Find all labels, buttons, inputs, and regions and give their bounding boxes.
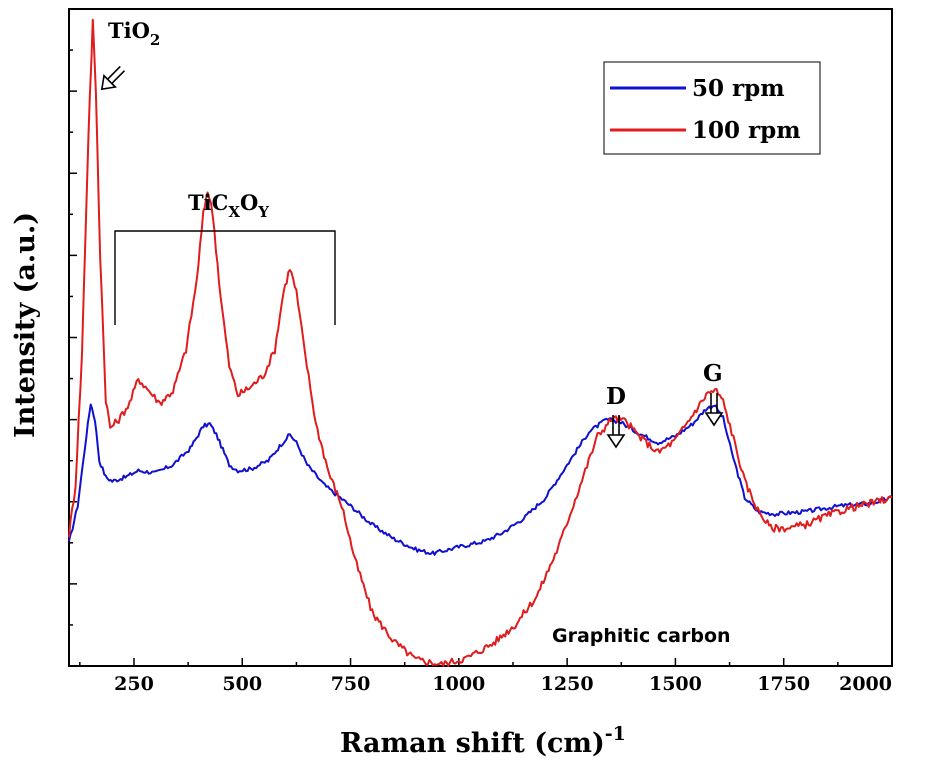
series-line-50-rpm [68, 403, 893, 556]
graphitic-carbon-label: Graphitic carbon [552, 625, 731, 647]
x-tick-labels: 250 500 750 1000 1250 1500 1750 2000 [114, 673, 892, 695]
x-axis-title-sup: -1 [605, 723, 626, 745]
tio2-label-sub: 2 [150, 31, 160, 49]
g-band-annotation: G [703, 360, 724, 427]
x-tick-label: 2000 [839, 673, 892, 695]
tio2-annotation: TiO2 [100, 18, 160, 91]
g-band-label: G [703, 360, 723, 387]
x-tick-label: 1000 [432, 673, 485, 695]
tio2-label: TiO2 [108, 18, 160, 49]
ticxoy-mid: O [240, 190, 258, 215]
series-lines [68, 18, 893, 667]
ticxoy-label: TiCXOY [188, 190, 269, 221]
x-tick-label: 1250 [541, 673, 594, 695]
tio2-arrow-icon [100, 65, 126, 91]
d-band-annotation: D [606, 383, 626, 449]
legend-label-100rpm: 100 rpm [692, 117, 801, 144]
x-tick-label: 750 [331, 673, 371, 695]
x-tick-label: 1750 [757, 673, 810, 695]
x-tick-label: 250 [114, 673, 154, 695]
ticxoy-base: TiC [188, 190, 228, 215]
x-tick-label: 500 [222, 673, 262, 695]
ticxoy-sub1: X [228, 203, 240, 221]
ticxoy-sub2: Y [257, 203, 269, 221]
ticxoy-annotation: TiCXOY [114, 190, 336, 325]
d-band-label: D [606, 383, 626, 410]
tio2-label-base: TiO [108, 18, 150, 43]
legend-label-50rpm: 50 rpm [692, 75, 785, 102]
g-band-arrow-icon [704, 393, 724, 427]
y-axis-title: Intensity (a.u.) [10, 212, 41, 438]
d-band-arrow-icon [606, 415, 626, 449]
x-axis-title-text: Raman shift (cm) [340, 728, 605, 759]
x-axis-title: Raman shift (cm)-1 [340, 723, 626, 759]
ticxoy-bracket [114, 230, 336, 325]
legend: 50 rpm 100 rpm [603, 61, 821, 155]
series-line-100-rpm [68, 18, 893, 667]
legend-box [603, 61, 821, 155]
x-tick-label: 1500 [649, 673, 702, 695]
